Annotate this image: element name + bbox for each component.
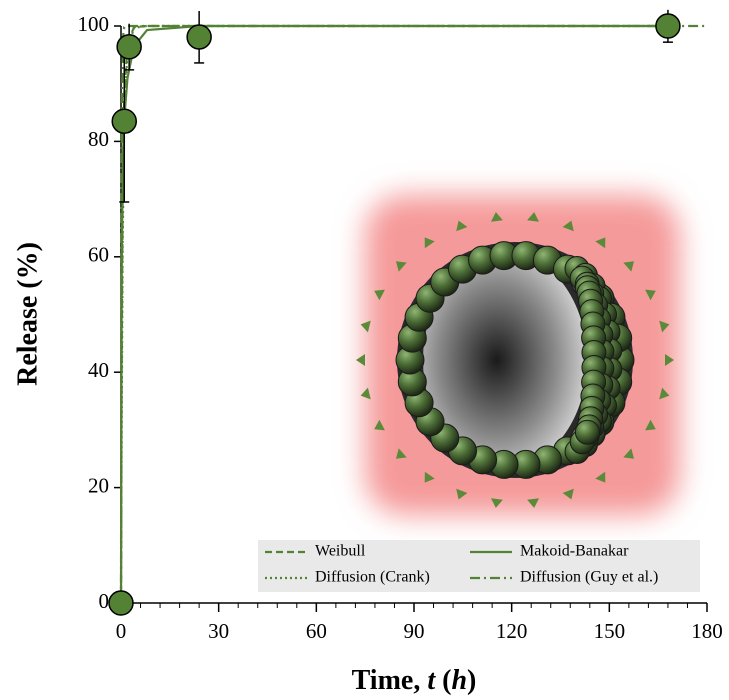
data-point (187, 25, 211, 49)
y-tick-label: 20 (88, 473, 109, 497)
y-tick-label: 40 (88, 358, 109, 382)
legend-label: Weibull (315, 543, 366, 560)
legend-label: Diffusion (Guy et al.) (520, 569, 658, 586)
legend-label: Makoid-Banakar (520, 543, 629, 560)
x-tick-label: 120 (496, 619, 528, 643)
x-tick-label: 0 (116, 619, 127, 643)
chart: 0 20 40 60 80 100 0 30 60 90 120 150 180 Release (%)… (0, 0, 729, 700)
data-point (109, 591, 133, 615)
y-tick-label: 80 (88, 127, 109, 151)
y-tick-label: 0 (99, 589, 110, 613)
x-axis-label: Time, t (h) (352, 665, 477, 696)
inset-illustration (356, 195, 680, 515)
data-point (656, 14, 680, 38)
x-axis-label-part: ( (435, 665, 451, 696)
data-point (112, 109, 136, 133)
x-tick-label: 60 (306, 619, 327, 643)
legend-label: Diffusion (Crank) (315, 569, 430, 586)
release-arrow (356, 354, 365, 366)
y-axis-label: Release (%) (12, 242, 43, 386)
y-tick-label: 60 (88, 243, 109, 267)
page: 0 20 40 60 80 100 0 30 60 90 120 150 180 Release (%)… (0, 0, 729, 700)
x-axis-label-part: Time, (352, 665, 428, 696)
x-tick-label: 180 (691, 619, 723, 643)
x-tick-label: 150 (594, 619, 626, 643)
nanoparticle (575, 420, 599, 444)
x-axis-label-part: h (451, 665, 467, 696)
data-point (117, 35, 141, 59)
x-tick-label: 30 (208, 619, 229, 643)
x-tick-label: 90 (404, 619, 425, 643)
y-tick-label: 100 (78, 12, 110, 36)
x-axis-label-part: ) (467, 665, 476, 696)
